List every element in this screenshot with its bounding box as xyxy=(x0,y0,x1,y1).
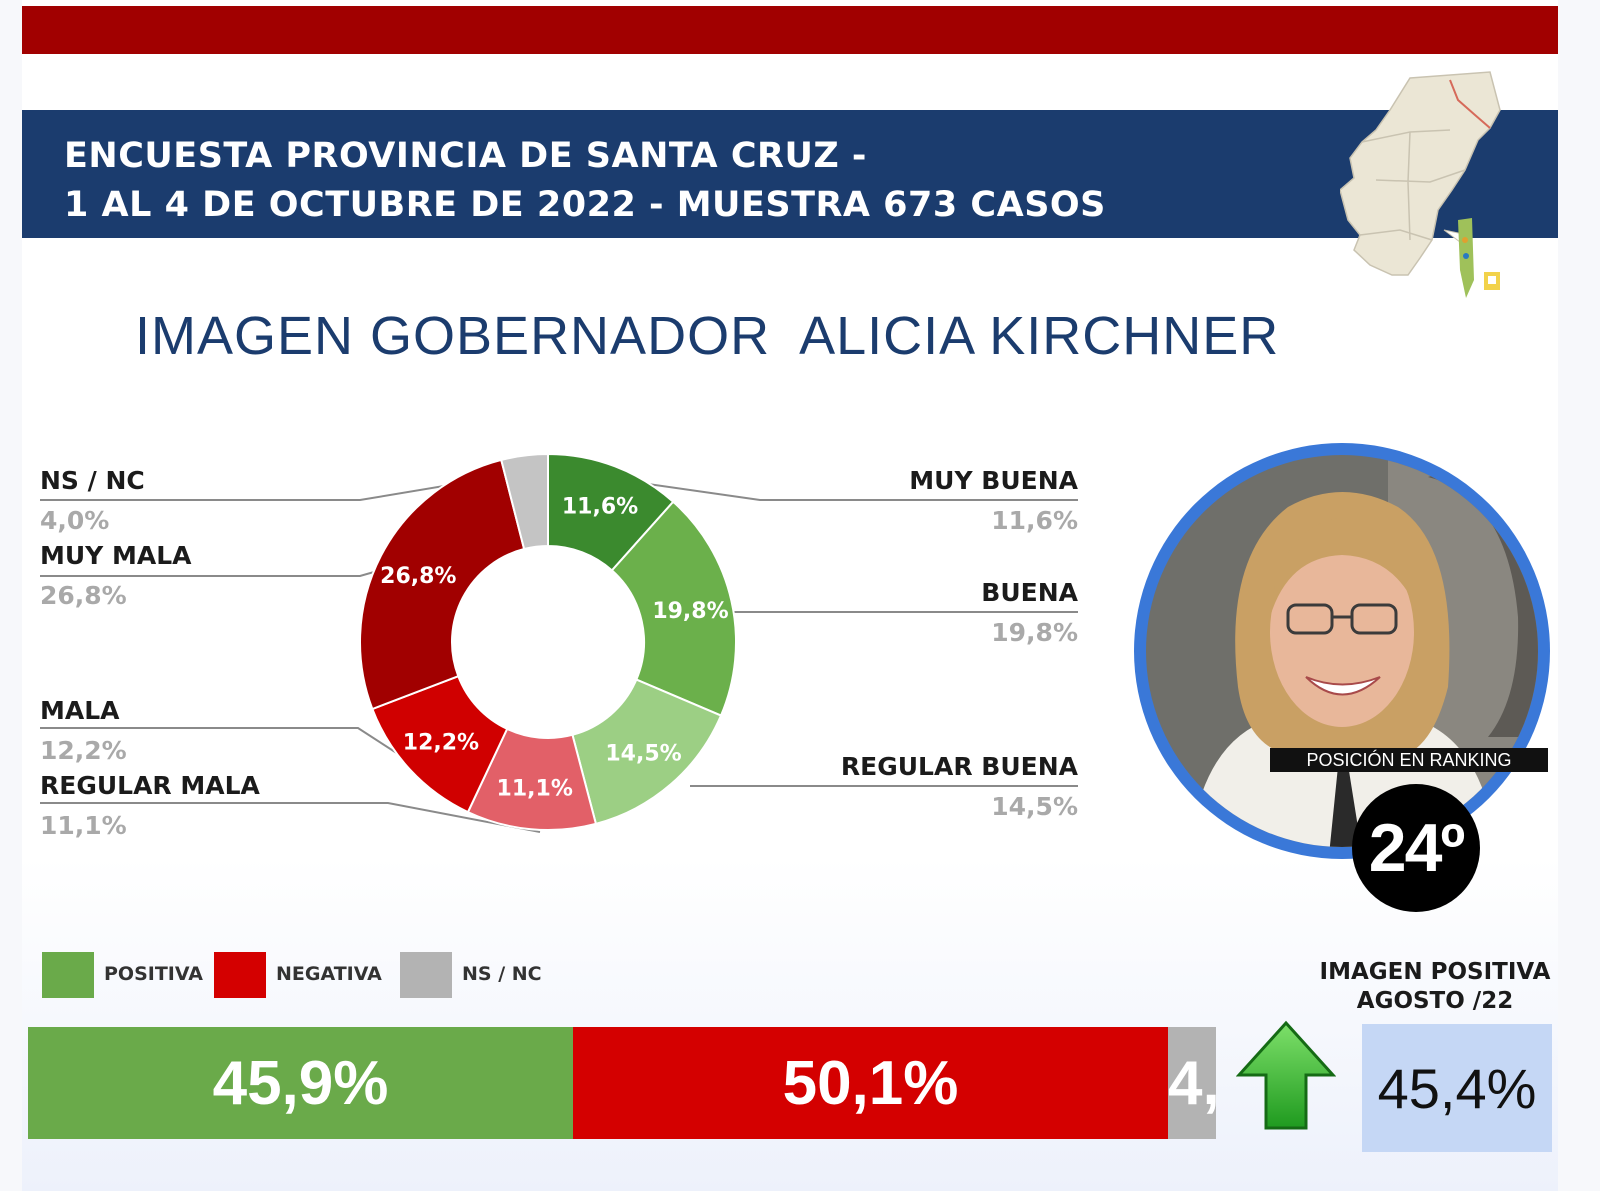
chart-title: IMAGEN GOBERNADOR ALICIA KIRCHNER xyxy=(135,306,1280,366)
donut-slice-label: 19,8% xyxy=(652,599,728,624)
donut-slice-label: 12,2% xyxy=(403,730,479,755)
donut-slice-label: 26,8% xyxy=(380,564,456,589)
legend-swatch-negativa xyxy=(214,952,266,998)
donut-slice-label: 11,6% xyxy=(562,495,638,520)
donut-slice-buena xyxy=(610,500,737,717)
callout-buena-label: BUENA xyxy=(981,578,1078,607)
legend-swatch-positiva xyxy=(42,952,94,998)
top-red-bar xyxy=(22,6,1558,54)
stacked-bar-value: 4,0% xyxy=(1168,1048,1216,1118)
callout-ns-nc-label: NS / NC xyxy=(40,466,145,495)
stacked-bar-segment-positiva: 45,9% xyxy=(28,1027,573,1139)
callout-regular-buena-value: 14,5% xyxy=(991,792,1078,821)
donut-chart: 11,6% 19,8% 14,5% 11,1% 12,2% 26,8% xyxy=(40,452,1078,833)
callout-regular-buena-label: REGULAR BUENA xyxy=(840,752,1078,781)
arrow-up-icon xyxy=(1236,1020,1336,1130)
callout-regular-mala-value: 11,1% xyxy=(40,811,127,840)
callout-mala-value: 12,2% xyxy=(40,736,127,765)
stacked-bar-segment-negativa: 50,1% xyxy=(573,1027,1168,1139)
callout-muy-mala-value: 26,8% xyxy=(40,581,127,610)
legend-label-nsnc: NS / NC xyxy=(462,963,542,985)
callout-mala-label: MALA xyxy=(40,696,120,725)
ranking-label: POSICIÓN EN RANKING xyxy=(1270,748,1548,772)
stacked-bar-value: 45,9% xyxy=(212,1048,389,1118)
ranking-badge: 24º xyxy=(1352,784,1480,912)
callout-buena-value: 19,8% xyxy=(991,618,1078,647)
governor-portrait xyxy=(1134,443,1550,859)
callout-muy-buena-value: 11,6% xyxy=(991,506,1078,535)
previous-image-value: 45,4% xyxy=(1362,1024,1552,1152)
legend-label-negativa: NEGATIVA xyxy=(276,963,382,985)
stacked-bar-value: 50,1% xyxy=(782,1048,959,1118)
stacked-bar-segment-ns-nc: 4,0% xyxy=(1168,1027,1216,1139)
donut-slice-label: 14,5% xyxy=(605,741,681,766)
donut-slice-ns-nc xyxy=(500,452,549,551)
callout-muy-buena-label: MUY BUENA xyxy=(909,466,1078,495)
callout-regular-mala-label: REGULAR MALA xyxy=(40,771,260,800)
header-band xyxy=(22,110,1558,238)
callout-muy-mala-label: MUY MALA xyxy=(40,541,192,570)
previous-image-label: IMAGEN POSITIVA AGOSTO /22 xyxy=(1319,959,1551,1014)
donut-slice-label: 11,1% xyxy=(497,776,573,801)
legend-label-positiva: POSITIVA xyxy=(104,963,203,985)
survey-header-title: ENCUESTA PROVINCIA DE SANTA CRUZ - 1 AL … xyxy=(64,136,1106,225)
province-map-icon xyxy=(1340,71,1501,298)
donut-slice-muy-mala xyxy=(359,458,526,711)
legend-swatch-nsnc xyxy=(400,952,452,998)
callout-ns-nc-value: 4,0% xyxy=(40,506,110,535)
